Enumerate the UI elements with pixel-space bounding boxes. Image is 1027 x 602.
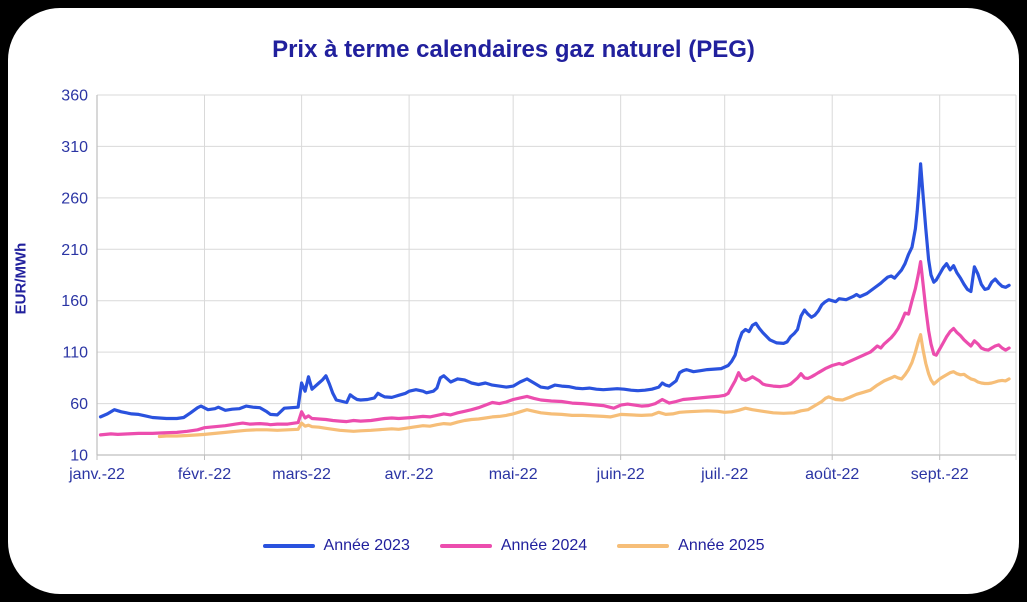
y-axis-tick-label: 160 bbox=[61, 293, 88, 310]
y-axis-tick-label: 210 bbox=[61, 242, 88, 259]
x-axis-tick-label: mai-22 bbox=[489, 466, 538, 483]
legend-line-sample-2025 bbox=[617, 544, 670, 548]
x-axis-tick-label: juin-22 bbox=[596, 466, 645, 483]
x-axis-tick-label: juil.-22 bbox=[700, 466, 748, 483]
series-line-année-2024 bbox=[98, 260, 1011, 437]
y-axis-tick-label: 360 bbox=[61, 88, 88, 105]
legend-label-2025: Année 2025 bbox=[678, 537, 765, 554]
series-line-année-2023 bbox=[98, 162, 1011, 421]
x-axis-tick-label: août-22 bbox=[805, 466, 859, 483]
x-axis-tick-label: févr.-22 bbox=[178, 466, 231, 483]
legend-line-sample-2024 bbox=[439, 544, 492, 548]
x-axis-tick-label: janv.-22 bbox=[68, 466, 125, 483]
legend-label-2024: Année 2024 bbox=[500, 537, 588, 554]
y-axis-tick-label: 260 bbox=[61, 190, 88, 207]
legend-item-annee-2024: Année 2024 bbox=[439, 537, 588, 555]
chart-plot-area: 10 60 110 160 210 260 310 360 janv.-22 févr.-22 ma… bbox=[61, 88, 1017, 483]
chart-legend: Année 2023 Année 2024 Année 2025 bbox=[8, 537, 1019, 555]
x-axis-tick-label: sept.-22 bbox=[911, 466, 969, 483]
y-axis-tick-label: 310 bbox=[61, 139, 88, 156]
chart-title: Prix à terme calendaires gaz naturel (PE… bbox=[272, 36, 755, 63]
chart-card: Prix à terme calendaires gaz naturel (PE… bbox=[8, 8, 1019, 594]
legend-item-annee-2025: Année 2025 bbox=[617, 537, 764, 555]
legend-line-sample-2023 bbox=[262, 544, 315, 548]
legend-item-annee-2023: Année 2023 bbox=[262, 537, 410, 555]
y-axis-tick-label: 110 bbox=[62, 345, 88, 362]
x-axis-tick-label: mars-22 bbox=[272, 466, 331, 483]
x-axis-tick-label: avr.-22 bbox=[385, 466, 434, 483]
legend-label-2023: Année 2023 bbox=[323, 537, 410, 554]
y-axis-tick-label: 10 bbox=[70, 448, 88, 465]
series-line-année-2025 bbox=[157, 333, 1011, 439]
y-axis-tick-label: 60 bbox=[70, 396, 88, 413]
